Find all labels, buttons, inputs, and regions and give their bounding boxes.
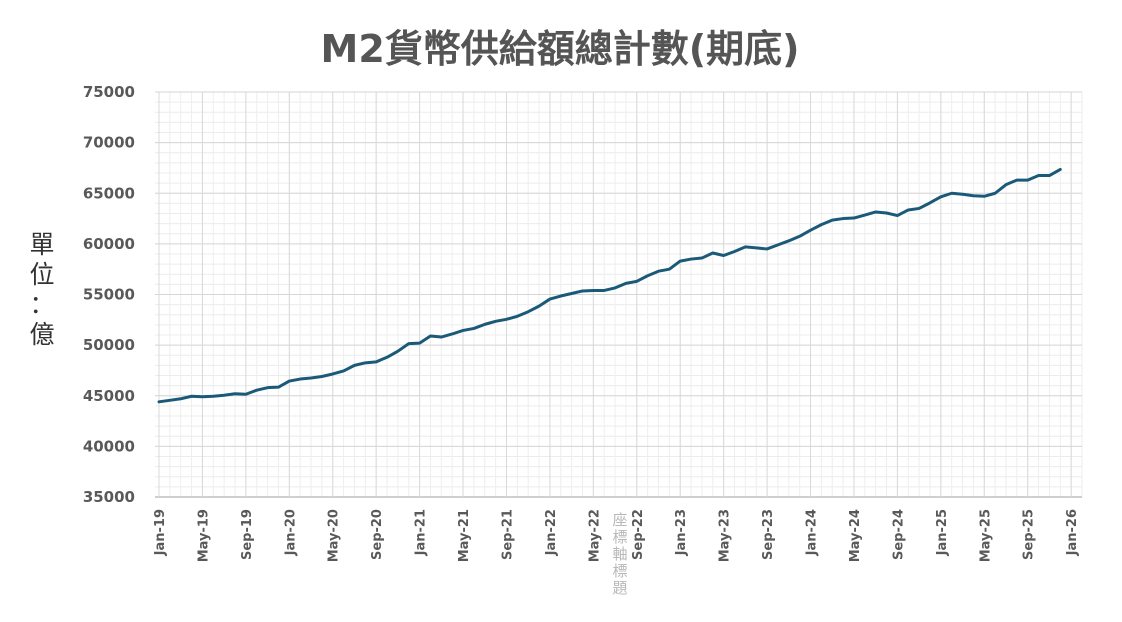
x-tick-label: Jan-19 — [153, 509, 168, 556]
x-tick-label: Jan-20 — [283, 509, 298, 556]
x-tick-label: May-22 — [587, 509, 602, 562]
x-tick-label: Sep-23 — [761, 509, 776, 560]
x-tick-label: Sep-20 — [370, 509, 385, 560]
x-tick-label: Sep-22 — [631, 509, 646, 560]
y-tick-labels: 75000 70000 65000 60000 55000 50000 45000 40000… — [83, 83, 135, 506]
x-tick-label: Sep-24 — [891, 509, 906, 560]
x-tick-label: Sep-25 — [1022, 509, 1037, 560]
x-tick-label: May-19 — [196, 509, 211, 562]
y-tick-label: 35000 — [83, 488, 135, 506]
x-tick-label: May-23 — [718, 509, 733, 562]
x-tick-label: Jan-24 — [805, 509, 820, 556]
y-tick-label: 75000 — [83, 83, 135, 101]
x-tick-label: Jan-22 — [544, 509, 559, 556]
y-tick-label: 65000 — [83, 184, 135, 202]
y-tick-label: 40000 — [83, 437, 135, 455]
x-tick-label: May-20 — [327, 509, 342, 562]
x-tick-label: May-25 — [978, 509, 993, 562]
y-tick-label: 55000 — [83, 286, 135, 304]
x-tick-labels: Jan-19 May-19 Sep-19 Jan-20 May-20 Sep-20 Jan-… — [153, 509, 1080, 562]
x-tick-label: Jan-25 — [935, 509, 950, 556]
x-tick-label: May-21 — [457, 509, 472, 562]
x-tick-label: Sep-19 — [240, 509, 255, 560]
y-axis-label: 單位：億 — [29, 230, 54, 349]
axis-title-placeholder: 座標軸標題 — [612, 511, 627, 597]
y-tick-label: 50000 — [83, 336, 135, 354]
x-tick-label: Sep-21 — [500, 509, 515, 560]
x-tick-label: Jan-26 — [1065, 509, 1080, 556]
m2-series-line — [157, 167, 1062, 404]
x-tick-label: Jan-23 — [674, 509, 689, 556]
y-tick-label: 60000 — [83, 235, 135, 253]
y-tick-label: 45000 — [83, 387, 135, 405]
x-tick-label: May-24 — [848, 509, 863, 562]
y-tick-label: 70000 — [83, 134, 135, 152]
major-gridlines — [155, 91, 1082, 498]
x-tick-label: Jan-21 — [414, 509, 429, 556]
chart-title: M2貨幣供給額總計數(期底) — [321, 27, 800, 71]
